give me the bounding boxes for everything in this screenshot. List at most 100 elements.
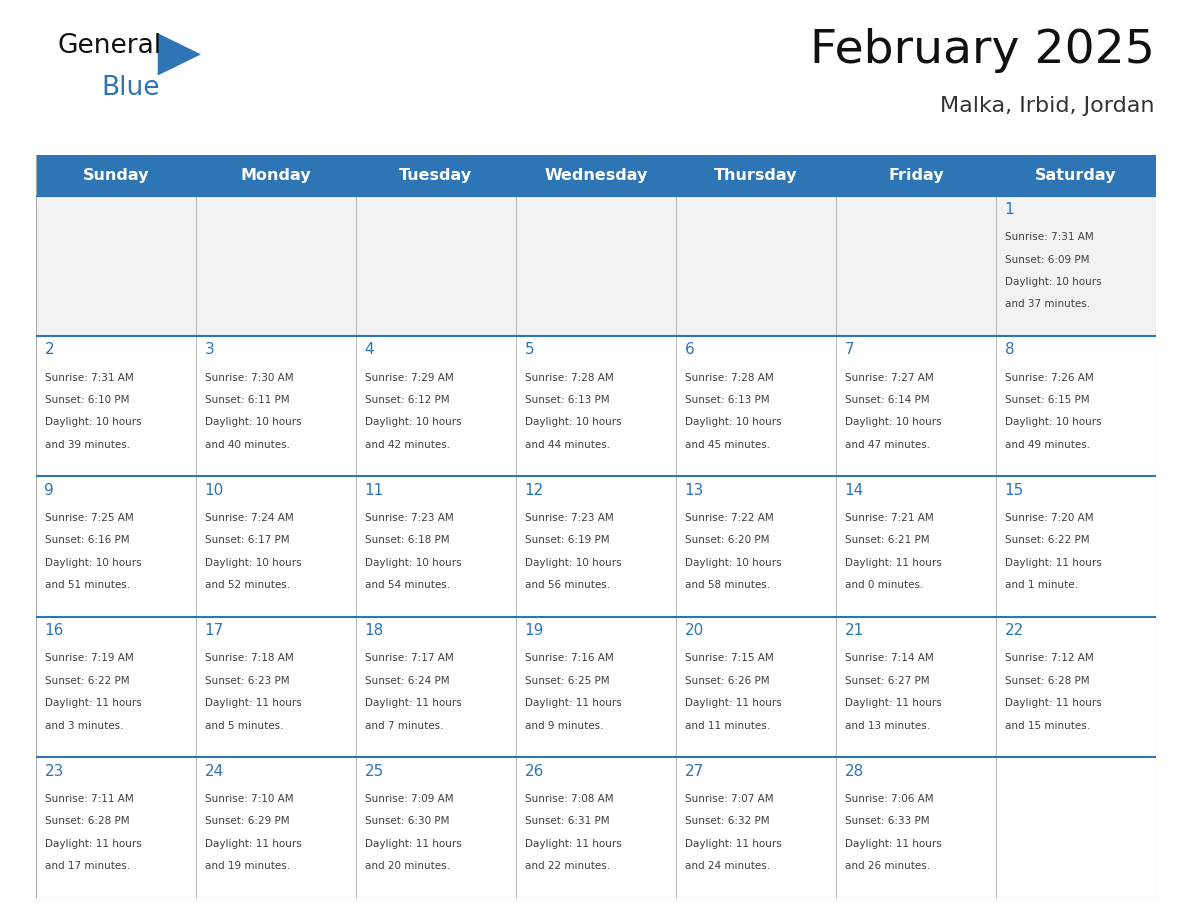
Text: Sunset: 6:20 PM: Sunset: 6:20 PM	[685, 535, 770, 545]
Text: and 58 minutes.: and 58 minutes.	[685, 580, 771, 590]
Bar	[355, 757, 516, 898]
Bar	[196, 196, 355, 336]
Text: Sunrise: 7:08 AM: Sunrise: 7:08 AM	[525, 794, 614, 804]
Text: Sunrise: 7:23 AM: Sunrise: 7:23 AM	[525, 513, 614, 523]
Text: Sunrise: 7:31 AM: Sunrise: 7:31 AM	[45, 373, 134, 383]
Polygon shape	[158, 33, 201, 75]
Text: Sunset: 6:27 PM: Sunset: 6:27 PM	[846, 676, 930, 686]
Text: Sunrise: 7:26 AM: Sunrise: 7:26 AM	[1005, 373, 1094, 383]
Text: Sunset: 6:16 PM: Sunset: 6:16 PM	[45, 535, 129, 545]
Text: 10: 10	[204, 483, 223, 498]
Text: Sunrise: 7:17 AM: Sunrise: 7:17 AM	[366, 654, 454, 664]
Bar	[196, 476, 355, 617]
Text: Sunrise: 7:19 AM: Sunrise: 7:19 AM	[45, 654, 134, 664]
Text: 7: 7	[845, 342, 854, 357]
Text: Sunrise: 7:16 AM: Sunrise: 7:16 AM	[525, 654, 614, 664]
Text: and 11 minutes.: and 11 minutes.	[685, 721, 771, 731]
Text: Daylight: 11 hours: Daylight: 11 hours	[45, 839, 143, 849]
Text: and 49 minutes.: and 49 minutes.	[1005, 440, 1091, 450]
Text: 16: 16	[44, 623, 64, 638]
Text: Sunset: 6:30 PM: Sunset: 6:30 PM	[366, 816, 450, 826]
Text: and 44 minutes.: and 44 minutes.	[525, 440, 611, 450]
Text: Thursday: Thursday	[714, 168, 797, 183]
Bar	[676, 336, 836, 476]
Text: Sunrise: 7:11 AM: Sunrise: 7:11 AM	[45, 794, 134, 804]
Text: Daylight: 10 hours: Daylight: 10 hours	[525, 558, 623, 568]
Text: Daylight: 11 hours: Daylight: 11 hours	[846, 839, 942, 849]
Text: and 0 minutes.: and 0 minutes.	[846, 580, 924, 590]
Bar	[355, 476, 516, 617]
Text: Daylight: 11 hours: Daylight: 11 hours	[525, 699, 623, 709]
Text: Daylight: 10 hours: Daylight: 10 hours	[1005, 418, 1102, 428]
Bar	[355, 617, 516, 757]
Bar	[516, 336, 676, 476]
Bar	[836, 196, 996, 336]
Text: 26: 26	[525, 764, 544, 778]
Text: and 9 minutes.: and 9 minutes.	[525, 721, 604, 731]
Text: Daylight: 11 hours: Daylight: 11 hours	[366, 699, 462, 709]
Text: Daylight: 11 hours: Daylight: 11 hours	[1005, 558, 1102, 568]
Bar	[996, 336, 1156, 476]
Text: Sunset: 6:28 PM: Sunset: 6:28 PM	[45, 816, 129, 826]
Text: Daylight: 10 hours: Daylight: 10 hours	[1005, 277, 1102, 287]
Text: Sunrise: 7:23 AM: Sunrise: 7:23 AM	[366, 513, 454, 523]
Text: Sunrise: 7:07 AM: Sunrise: 7:07 AM	[685, 794, 775, 804]
Text: February 2025: February 2025	[810, 28, 1155, 73]
Text: 20: 20	[684, 623, 703, 638]
Text: 23: 23	[44, 764, 64, 778]
Bar	[516, 757, 676, 898]
Text: Sunset: 6:24 PM: Sunset: 6:24 PM	[366, 676, 450, 686]
Text: Sunset: 6:17 PM: Sunset: 6:17 PM	[206, 535, 290, 545]
Bar	[355, 196, 516, 336]
Text: Sunrise: 7:28 AM: Sunrise: 7:28 AM	[685, 373, 775, 383]
Text: Sunrise: 7:10 AM: Sunrise: 7:10 AM	[206, 794, 293, 804]
Text: Sunset: 6:15 PM: Sunset: 6:15 PM	[1005, 395, 1091, 405]
Text: Sunset: 6:25 PM: Sunset: 6:25 PM	[525, 676, 609, 686]
Text: Monday: Monday	[240, 168, 311, 183]
Bar	[836, 476, 996, 617]
Text: Sunrise: 7:29 AM: Sunrise: 7:29 AM	[366, 373, 454, 383]
Text: Daylight: 10 hours: Daylight: 10 hours	[846, 418, 942, 428]
Text: Sunset: 6:32 PM: Sunset: 6:32 PM	[685, 816, 770, 826]
Text: and 15 minutes.: and 15 minutes.	[1005, 721, 1091, 731]
Text: Daylight: 11 hours: Daylight: 11 hours	[206, 699, 302, 709]
Text: 17: 17	[204, 623, 223, 638]
Text: 25: 25	[365, 764, 384, 778]
Text: Daylight: 10 hours: Daylight: 10 hours	[366, 558, 462, 568]
Bar	[516, 476, 676, 617]
Text: Sunset: 6:21 PM: Sunset: 6:21 PM	[846, 535, 930, 545]
Text: and 7 minutes.: and 7 minutes.	[366, 721, 444, 731]
Bar	[676, 757, 836, 898]
Text: Sunset: 6:14 PM: Sunset: 6:14 PM	[846, 395, 930, 405]
Bar	[676, 476, 836, 617]
Bar	[36, 336, 196, 476]
Text: Sunset: 6:13 PM: Sunset: 6:13 PM	[685, 395, 770, 405]
Text: Sunset: 6:33 PM: Sunset: 6:33 PM	[846, 816, 930, 826]
Bar	[676, 196, 836, 336]
Text: Malka, Irbid, Jordan: Malka, Irbid, Jordan	[940, 96, 1155, 117]
Bar	[36, 617, 196, 757]
Bar	[996, 617, 1156, 757]
Text: Sunrise: 7:22 AM: Sunrise: 7:22 AM	[685, 513, 775, 523]
Text: Friday: Friday	[889, 168, 943, 183]
Text: and 5 minutes.: and 5 minutes.	[206, 721, 284, 731]
Text: Sunrise: 7:30 AM: Sunrise: 7:30 AM	[206, 373, 293, 383]
Bar	[196, 757, 355, 898]
Text: Sunrise: 7:09 AM: Sunrise: 7:09 AM	[366, 794, 454, 804]
Text: 18: 18	[365, 623, 384, 638]
Bar	[36, 155, 1156, 196]
Text: Sunrise: 7:25 AM: Sunrise: 7:25 AM	[45, 513, 134, 523]
Text: Daylight: 11 hours: Daylight: 11 hours	[1005, 699, 1102, 709]
Text: and 13 minutes.: and 13 minutes.	[846, 721, 930, 731]
Text: Sunset: 6:31 PM: Sunset: 6:31 PM	[525, 816, 609, 826]
Bar	[836, 617, 996, 757]
Text: 5: 5	[525, 342, 535, 357]
Text: and 52 minutes.: and 52 minutes.	[206, 580, 290, 590]
Text: Daylight: 10 hours: Daylight: 10 hours	[206, 558, 302, 568]
Text: and 22 minutes.: and 22 minutes.	[525, 861, 611, 871]
Text: Sunrise: 7:06 AM: Sunrise: 7:06 AM	[846, 794, 934, 804]
Text: Daylight: 10 hours: Daylight: 10 hours	[45, 418, 141, 428]
Text: Sunrise: 7:12 AM: Sunrise: 7:12 AM	[1005, 654, 1094, 664]
Bar	[355, 336, 516, 476]
Text: Sunrise: 7:28 AM: Sunrise: 7:28 AM	[525, 373, 614, 383]
